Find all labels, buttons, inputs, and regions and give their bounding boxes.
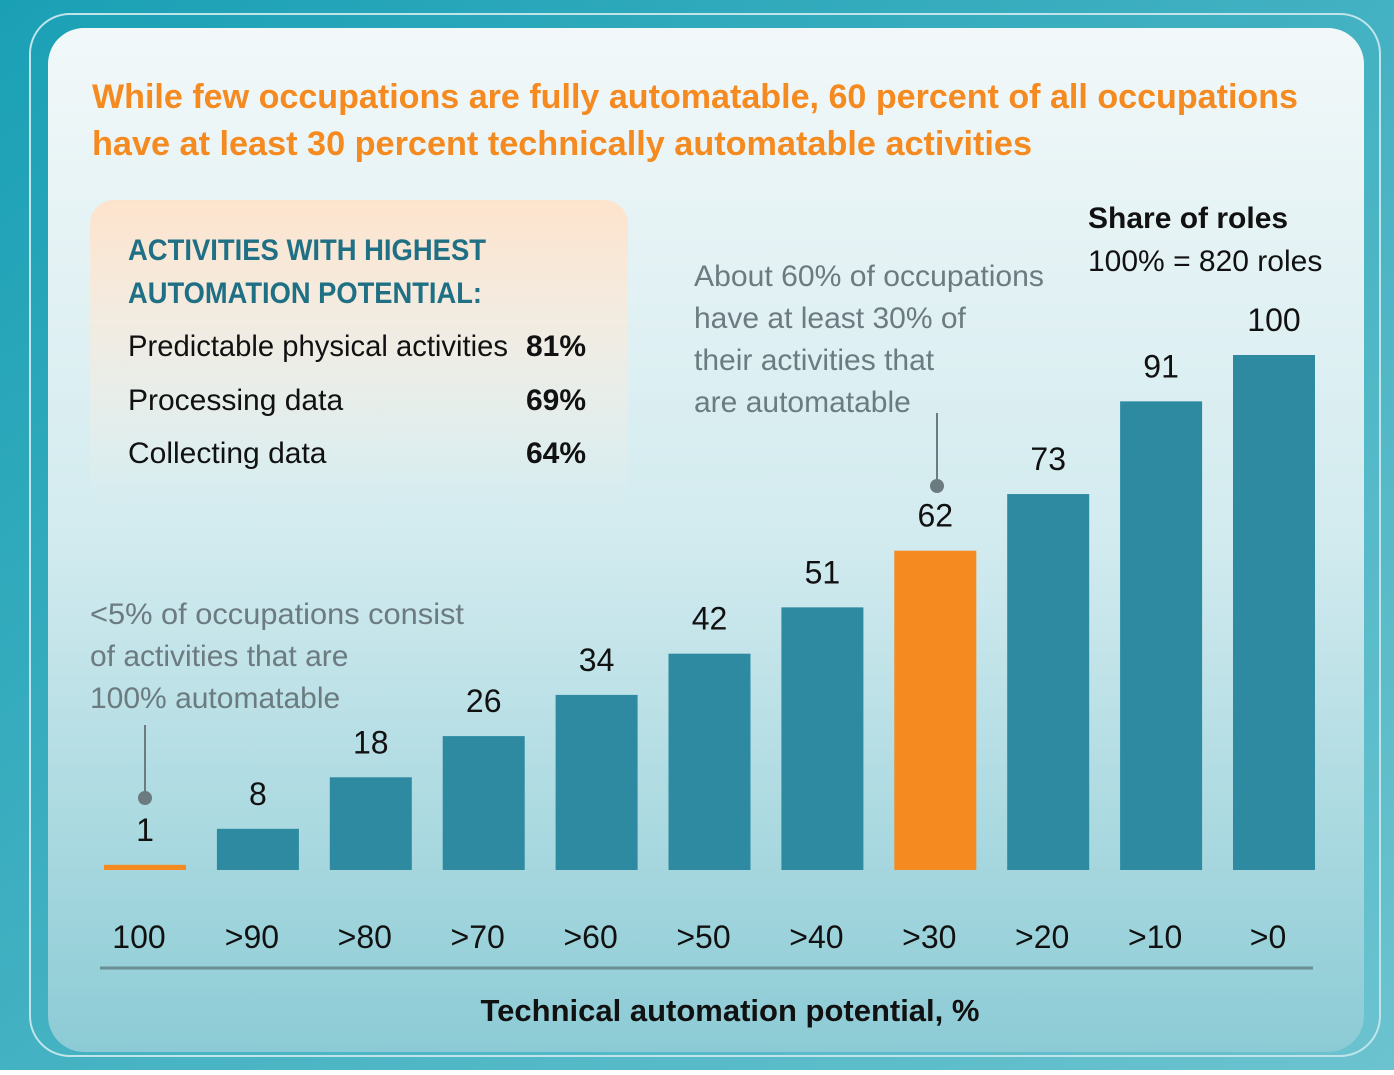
x-tick-label: >10 <box>1128 919 1182 955</box>
x-axis-label: Technical automation potential, % <box>481 993 980 1028</box>
outer-frame <box>29 13 1381 1057</box>
heading-line: ACTIVITIES WITH HIGHEST <box>128 234 486 267</box>
x-tick-label: >50 <box>676 919 730 955</box>
x-tick-label: >20 <box>1015 919 1069 955</box>
annotation: <5% of occupations consist of activities… <box>90 598 465 715</box>
value-label: 62 <box>918 498 954 534</box>
title-line: While few occupations are fully automata… <box>92 78 1298 116</box>
bar <box>329 777 412 870</box>
highlight-heading: ACTIVITIES WITH HIGHEST AUTOMATION POTEN… <box>128 234 486 310</box>
row-label: Predictable physical activities <box>128 330 508 363</box>
x-tick-label: >60 <box>563 919 617 955</box>
bar <box>781 607 864 870</box>
annotation-line: of activities that are <box>90 640 348 673</box>
value-label: 18 <box>353 724 389 760</box>
x-tick-label: >90 <box>225 919 279 955</box>
x-tick-label: >40 <box>789 919 843 955</box>
annotation: About 60% of occupations have at least 3… <box>694 260 1044 419</box>
bar <box>1233 355 1315 870</box>
x-tick-label: >70 <box>451 919 505 955</box>
row-value: 81% <box>526 330 586 363</box>
value-label: 91 <box>1143 348 1179 384</box>
annotation-line: <5% of occupations consist <box>90 598 465 631</box>
bar <box>104 864 186 870</box>
legend-title: Share of roles <box>1088 202 1288 235</box>
leader-dot <box>138 791 152 805</box>
value-label: 51 <box>805 554 841 590</box>
x-tick-label: >30 <box>902 919 956 955</box>
bar <box>1120 401 1203 870</box>
value-label: 42 <box>692 601 728 637</box>
annotation-line: About 60% of occupations <box>694 260 1044 293</box>
bar <box>555 694 638 870</box>
heading-line: AUTOMATION POTENTIAL: <box>128 277 482 310</box>
value-label: 73 <box>1030 441 1066 477</box>
row-value: 69% <box>526 384 586 417</box>
title: While few occupations are fully automata… <box>92 78 1298 163</box>
highlight-rows: Predictable physical activities 81% Proc… <box>128 330 586 470</box>
bar <box>668 653 751 870</box>
value-label: 1 <box>136 812 154 848</box>
x-tick-label: >0 <box>1250 919 1286 955</box>
row-value: 64% <box>526 437 586 470</box>
value-label: 34 <box>579 642 615 678</box>
bar <box>894 550 977 870</box>
x-tick-label: 100 <box>112 919 165 955</box>
bar <box>1007 494 1090 870</box>
highlight-box <box>90 200 628 510</box>
annotation-line: have at least 30% of <box>694 302 967 335</box>
legend-note: 100% = 820 roles <box>1088 245 1322 278</box>
bar <box>216 828 299 870</box>
annotation-line: are automatable <box>694 386 911 419</box>
bar <box>442 736 525 870</box>
row-label: Processing data <box>128 384 343 417</box>
value-label: 100 <box>1247 302 1300 338</box>
value-label: 26 <box>466 683 502 719</box>
row-label: Collecting data <box>128 437 327 470</box>
value-label: 8 <box>249 776 267 812</box>
title-line: have at least 30 percent technically aut… <box>92 125 1032 163</box>
annotation-line: 100% automatable <box>90 682 340 715</box>
x-tick-label: >80 <box>338 919 392 955</box>
plot: 1 100 8 >90 18 >80 26 >70 34 >60 42 >50 51 >40 62 >30 73… <box>104 302 1315 955</box>
leader-dot <box>930 479 944 493</box>
annotation-line: their activities that <box>694 344 935 377</box>
